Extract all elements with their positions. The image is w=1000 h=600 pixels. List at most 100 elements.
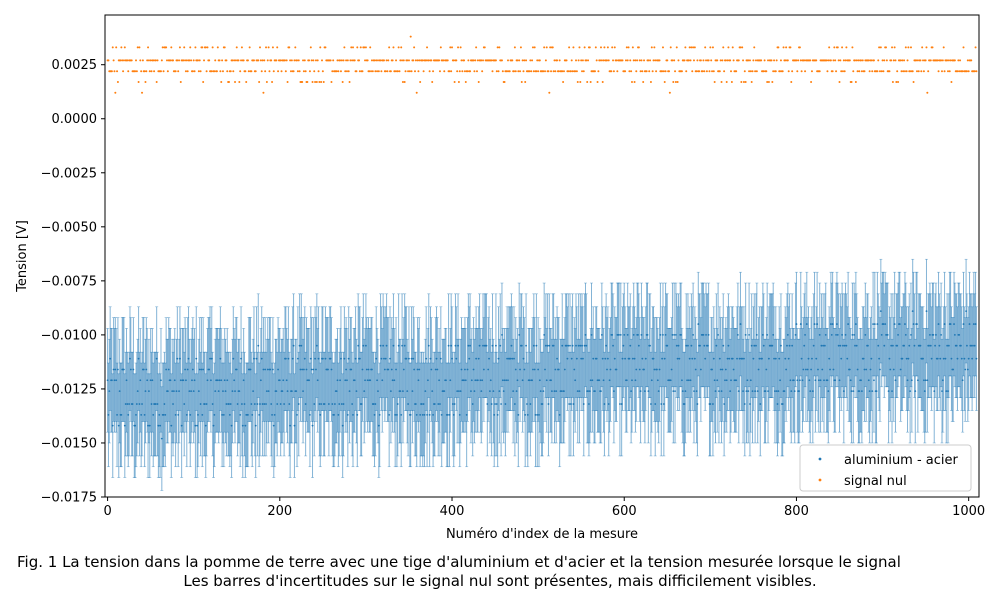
signal-nul-point (536, 59, 539, 62)
signal-nul-point (897, 81, 900, 84)
aluminium-acier-point (928, 344, 930, 347)
signal-nul-point (919, 59, 922, 62)
aluminium-acier-point (764, 390, 767, 392)
aluminium-acier-point (697, 323, 700, 325)
aluminium-acier-point (783, 390, 786, 392)
aluminium-acier-point (520, 344, 523, 347)
signal-nul-point (568, 46, 571, 49)
signal-nul-point (599, 59, 602, 62)
aluminium-acier-point (315, 344, 318, 347)
aluminium-acier-point (823, 344, 826, 347)
signal-nul-point (386, 70, 389, 73)
aluminium-acier-point (620, 403, 623, 405)
signal-nul-point (401, 81, 404, 84)
aluminium-acier-point (681, 379, 683, 382)
aluminium-acier-point (692, 333, 695, 336)
signal-nul-point (551, 46, 554, 49)
aluminium-acier-point (621, 357, 624, 360)
signal-nul-point (754, 70, 757, 73)
aluminium-acier-point (547, 403, 550, 405)
signal-nul-point (313, 70, 316, 73)
signal-nul-point (294, 46, 297, 49)
aluminium-acier-point (598, 379, 601, 382)
signal-nul-point (111, 46, 114, 49)
aluminium-acier-point (494, 403, 496, 405)
aluminium-acier-point (941, 379, 944, 382)
aluminium-acier-point (240, 357, 242, 360)
aluminium-acier-point (188, 390, 191, 392)
signal-nul-point (513, 46, 516, 49)
aluminium-acier-point (544, 368, 546, 371)
signal-nul-point (708, 70, 711, 73)
signal-nul-point (581, 70, 584, 73)
signal-nul-point (199, 70, 202, 73)
aluminium-acier-point (554, 368, 557, 371)
aluminium-acier-point (724, 379, 726, 382)
aluminium-acier-point (108, 390, 111, 392)
aluminium-acier-point (475, 357, 478, 360)
aluminium-acier-point (649, 344, 651, 347)
aluminium-acier-point (855, 344, 858, 347)
signal-nul-point (582, 70, 585, 73)
aluminium-acier-point (406, 390, 409, 392)
signal-nul-point (689, 59, 692, 62)
aluminium-acier-point (460, 368, 463, 371)
aluminium-acier-point (193, 379, 196, 382)
signal-nul-point (285, 59, 288, 62)
signal-nul-point (683, 59, 686, 62)
signal-nul-point (227, 81, 230, 84)
aluminium-acier-point (609, 368, 612, 371)
aluminium-acier-point (487, 368, 490, 371)
signal-nul-point (578, 46, 581, 49)
aluminium-acier-point (629, 344, 632, 347)
aluminium-acier-point (232, 357, 235, 360)
aluminium-acier-point (341, 424, 344, 427)
aluminium-acier-point (190, 390, 193, 392)
aluminium-acier-point (141, 403, 143, 405)
aluminium-acier-point (812, 344, 815, 347)
signal-nul-point (903, 70, 906, 73)
aluminium-acier-point (216, 379, 219, 382)
signal-nul-point (373, 59, 376, 62)
aluminium-acier-point (606, 357, 609, 360)
aluminium-acier-point (953, 323, 955, 325)
aluminium-acier-point (340, 357, 342, 360)
signal-nul-point (672, 81, 675, 84)
aluminium-acier-point (635, 368, 638, 371)
signal-nul-point (474, 59, 477, 62)
signal-nul-point (215, 70, 218, 73)
aluminium-acier-point (674, 390, 676, 392)
signal-nul-point (569, 70, 572, 73)
aluminium-acier-point (578, 390, 581, 392)
aluminium-acier-point (373, 413, 376, 416)
signal-nul-point (748, 70, 751, 73)
aluminium-acier-point (334, 403, 336, 405)
signal-nul-point (653, 46, 656, 49)
aluminium-acier-point (478, 344, 481, 347)
signal-nul-point (165, 59, 168, 62)
aluminium-acier-point (894, 379, 897, 382)
aluminium-acier-point (189, 413, 192, 416)
aluminium-acier-point (318, 403, 321, 405)
aluminium-acier-point (311, 424, 314, 427)
aluminium-acier-point (217, 390, 220, 392)
signal-nul-point (235, 46, 238, 49)
signal-nul-point (595, 59, 598, 62)
signal-nul-point (916, 70, 919, 73)
aluminium-acier-point (914, 390, 917, 392)
signal-nul-point (528, 70, 531, 73)
signal-nul-point (790, 81, 793, 84)
aluminium-acier-point (876, 323, 879, 325)
aluminium-acier-point (531, 379, 533, 382)
aluminium-acier-point (899, 368, 902, 371)
aluminium-acier-point (732, 368, 735, 371)
aluminium-acier-point (451, 403, 454, 405)
aluminium-acier-point (719, 368, 722, 371)
signal-nul-point (317, 70, 320, 73)
aluminium-acier-point (535, 344, 538, 347)
signal-nul-point (262, 91, 265, 94)
signal-nul-point (883, 59, 886, 62)
signal-nul-point (475, 46, 478, 49)
aluminium-acier-point (751, 390, 754, 392)
signal-nul-point (571, 70, 574, 73)
